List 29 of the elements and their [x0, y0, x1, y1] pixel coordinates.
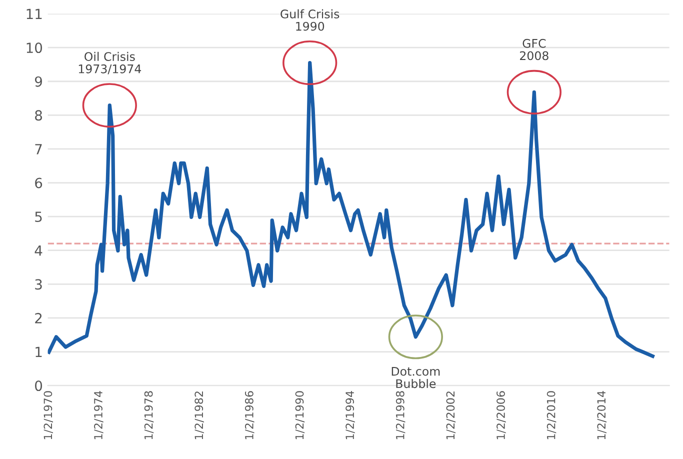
line-series [48, 60, 654, 358]
y-tick-label: 10 [26, 42, 42, 54]
annotation: Gulf Crisis 1990 [280, 9, 340, 31]
x-tick-label: 1/2/2010 [546, 391, 556, 440]
y-tick-label: 6 [35, 178, 42, 188]
x-tick-label: 1/2/2006 [496, 391, 506, 440]
annotation: Oil Crisis 1973/1974 [78, 52, 142, 74]
x-tick-label: 1/2/1998 [396, 391, 406, 440]
x-tick-label: 1/2/1986 [244, 391, 254, 440]
y-tick-label: 11 [26, 8, 42, 20]
y-tick-label: 5 [35, 212, 42, 222]
x-tick-label: 1/2/1974 [94, 391, 104, 440]
x-tick-label: 1/2/1970 [44, 391, 54, 440]
x-tick-label: 1/2/1978 [144, 391, 154, 440]
y-tick-label: 9 [34, 76, 42, 87]
x-tick-label: 1/2/1994 [346, 391, 355, 440]
x-tick-label: 1/2/2002 [446, 392, 456, 440]
y-tick-label: 3 [35, 279, 42, 290]
x-tick-label: 1/2/2014 [597, 391, 606, 440]
x-tick-label: 1/2/1990 [295, 391, 305, 440]
y-tick-label: 0 [35, 380, 42, 392]
y-tick-label: 2 [35, 312, 42, 324]
y-tick-label: 4 [34, 246, 42, 256]
annotation: GFC 2008 [520, 38, 548, 60]
y-tick-label: 7 [35, 144, 42, 154]
annotation: Dot.com Bubble [392, 366, 440, 388]
y-tick-label: 8 [35, 110, 42, 121]
x-tick-label: 1/2/1982 [194, 392, 204, 440]
y-tick-label: 1 [36, 346, 42, 358]
